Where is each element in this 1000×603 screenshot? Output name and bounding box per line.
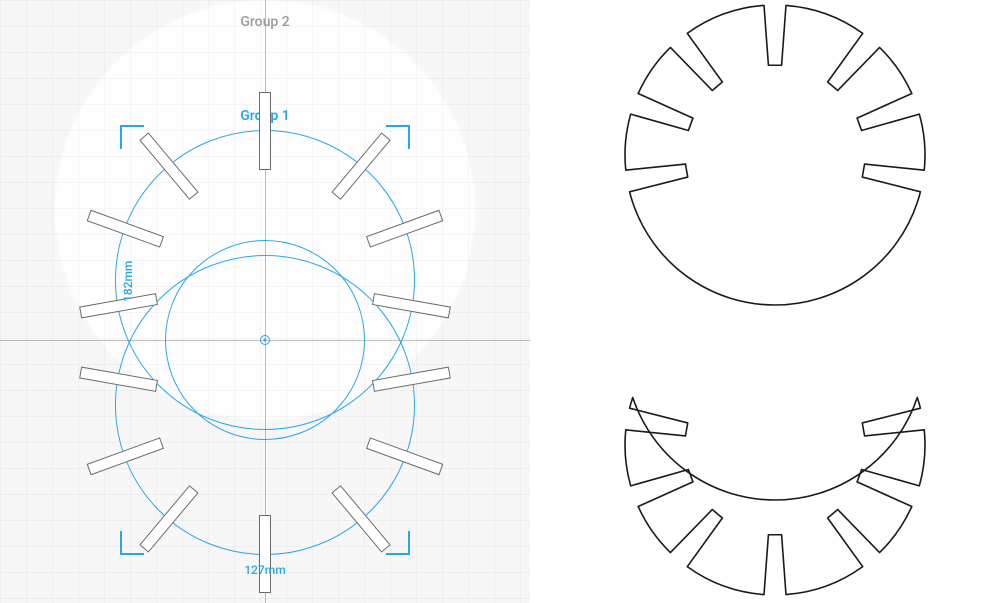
dimension-width: 127mm [244,563,285,577]
output-shape [625,5,925,305]
slot-rect[interactable] [259,92,271,170]
output-svg [530,0,1000,603]
selection-bracket-tl[interactable] [120,125,144,149]
slot-rect[interactable] [259,515,271,593]
output-preview [530,0,1000,603]
output-shape [625,398,925,595]
center-pivot[interactable] [260,335,270,345]
design-canvas[interactable]: Group 2 Group 1 127mm 182mm [0,0,530,603]
dimension-height: 182mm [121,260,135,301]
group2-label: Group 2 [240,14,289,30]
selection-bracket-tr[interactable] [386,125,410,149]
